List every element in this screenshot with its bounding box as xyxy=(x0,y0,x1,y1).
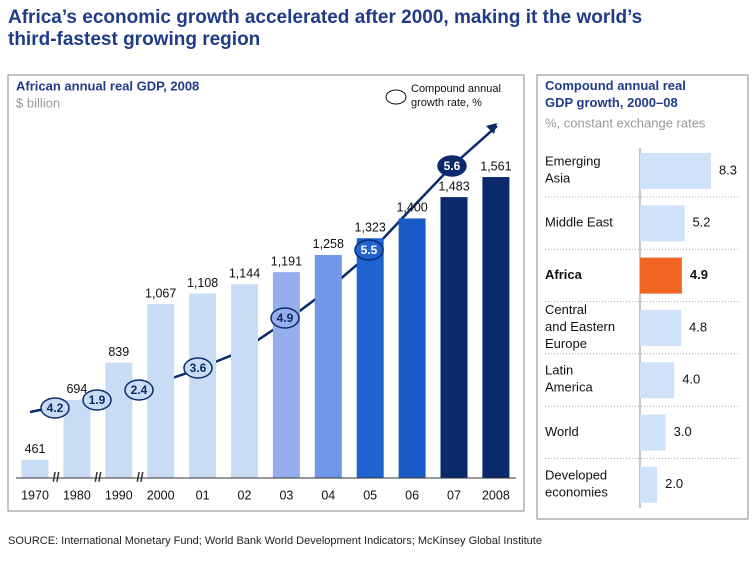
growth-oval xyxy=(437,155,467,177)
bar xyxy=(640,414,666,451)
x-tick-label: 07 xyxy=(447,488,461,502)
chart-title: African annual real GDP, 2008 xyxy=(16,78,199,93)
value-label: 1,108 xyxy=(187,276,218,290)
value-label: 5.2 xyxy=(692,215,710,230)
chart-subtitle: $ billion xyxy=(16,95,60,110)
bar xyxy=(640,153,711,189)
bar xyxy=(356,238,384,478)
growth-label: 5.5 xyxy=(361,243,378,257)
page-title: Africa’s economic growth accelerated aft… xyxy=(8,7,642,50)
x-tick-label: 02 xyxy=(238,488,252,502)
growth-label: 5.6 xyxy=(444,159,461,173)
value-label: 4.8 xyxy=(689,319,707,334)
axis-break: // xyxy=(94,469,102,484)
bar xyxy=(231,284,258,478)
source-note: SOURCE: International Monetary Fund; Wor… xyxy=(8,535,542,547)
bar xyxy=(482,177,510,479)
value-label: 2.0 xyxy=(665,476,683,491)
growth-oval xyxy=(40,397,70,419)
bar xyxy=(272,272,300,478)
bar xyxy=(640,309,682,346)
bar xyxy=(440,197,468,478)
value-label: 1,144 xyxy=(229,267,260,281)
category-label: Emerging Asia xyxy=(545,154,601,186)
growth-oval xyxy=(270,307,300,329)
chart-title: Compound annual real GDP growth, 2000–08 xyxy=(545,78,686,110)
bar xyxy=(314,254,342,478)
bar xyxy=(105,362,133,478)
right-panel xyxy=(536,74,749,520)
legend-oval xyxy=(385,89,407,105)
value-label: 4.9 xyxy=(690,267,708,282)
growth-curve xyxy=(29,125,498,414)
value-label: 461 xyxy=(25,442,46,456)
axis-break: // xyxy=(52,469,60,484)
value-label: 8.3 xyxy=(719,162,737,177)
growth-label: 4.9 xyxy=(277,311,294,325)
value-label: 1,561 xyxy=(480,159,511,173)
bar xyxy=(189,293,217,478)
category-label: Middle East xyxy=(545,215,613,230)
x-tick-label: 1980 xyxy=(63,488,91,502)
x-tick-label: 06 xyxy=(405,488,419,502)
x-tick-label: 04 xyxy=(321,488,335,502)
chart-subtitle: %, constant exchange rates xyxy=(545,115,706,130)
value-label: 694 xyxy=(66,382,87,396)
bar xyxy=(21,459,49,478)
bar xyxy=(640,466,658,503)
value-label: 1,067 xyxy=(145,286,176,300)
value-label: 1,400 xyxy=(396,201,427,215)
growth-oval xyxy=(354,239,384,261)
growth-oval xyxy=(82,389,112,411)
arrow-head xyxy=(486,123,497,134)
category-label: Developed economies xyxy=(545,468,608,500)
value-label: 4.0 xyxy=(682,372,700,387)
x-tick-label: 05 xyxy=(363,488,377,502)
bar xyxy=(640,362,675,399)
axis-break: // xyxy=(136,469,144,484)
category-label: World xyxy=(545,424,579,439)
x-tick-label: 2000 xyxy=(147,488,175,502)
value-label: 1,483 xyxy=(438,179,469,193)
bar xyxy=(640,257,682,294)
left-panel xyxy=(7,74,525,512)
category-label: Central and Eastern Europe xyxy=(545,302,615,351)
x-tick-label: 1970 xyxy=(21,488,49,502)
value-label: 1,258 xyxy=(313,237,344,251)
growth-label: 4.2 xyxy=(47,401,64,415)
bar xyxy=(398,218,426,478)
x-tick-label: 03 xyxy=(279,488,293,502)
value-label: 3.0 xyxy=(674,424,692,439)
bar xyxy=(640,205,685,242)
growth-label: 1.9 xyxy=(89,393,106,407)
category-label: Latin America xyxy=(545,363,593,395)
growth-oval xyxy=(124,379,154,401)
value-label: 1,323 xyxy=(355,221,386,235)
growth-label: 2.4 xyxy=(131,383,148,397)
x-tick-label: 2008 xyxy=(482,488,510,502)
value-label: 839 xyxy=(108,345,129,359)
growth-oval xyxy=(183,357,213,379)
category-label: Africa xyxy=(545,267,583,282)
x-tick-label: 1990 xyxy=(105,488,133,502)
x-tick-label: 01 xyxy=(196,488,210,502)
growth-label: 3.6 xyxy=(190,361,207,375)
value-label: 1,191 xyxy=(271,254,302,268)
legend-label: Compound annual growth rate, % xyxy=(411,83,501,109)
